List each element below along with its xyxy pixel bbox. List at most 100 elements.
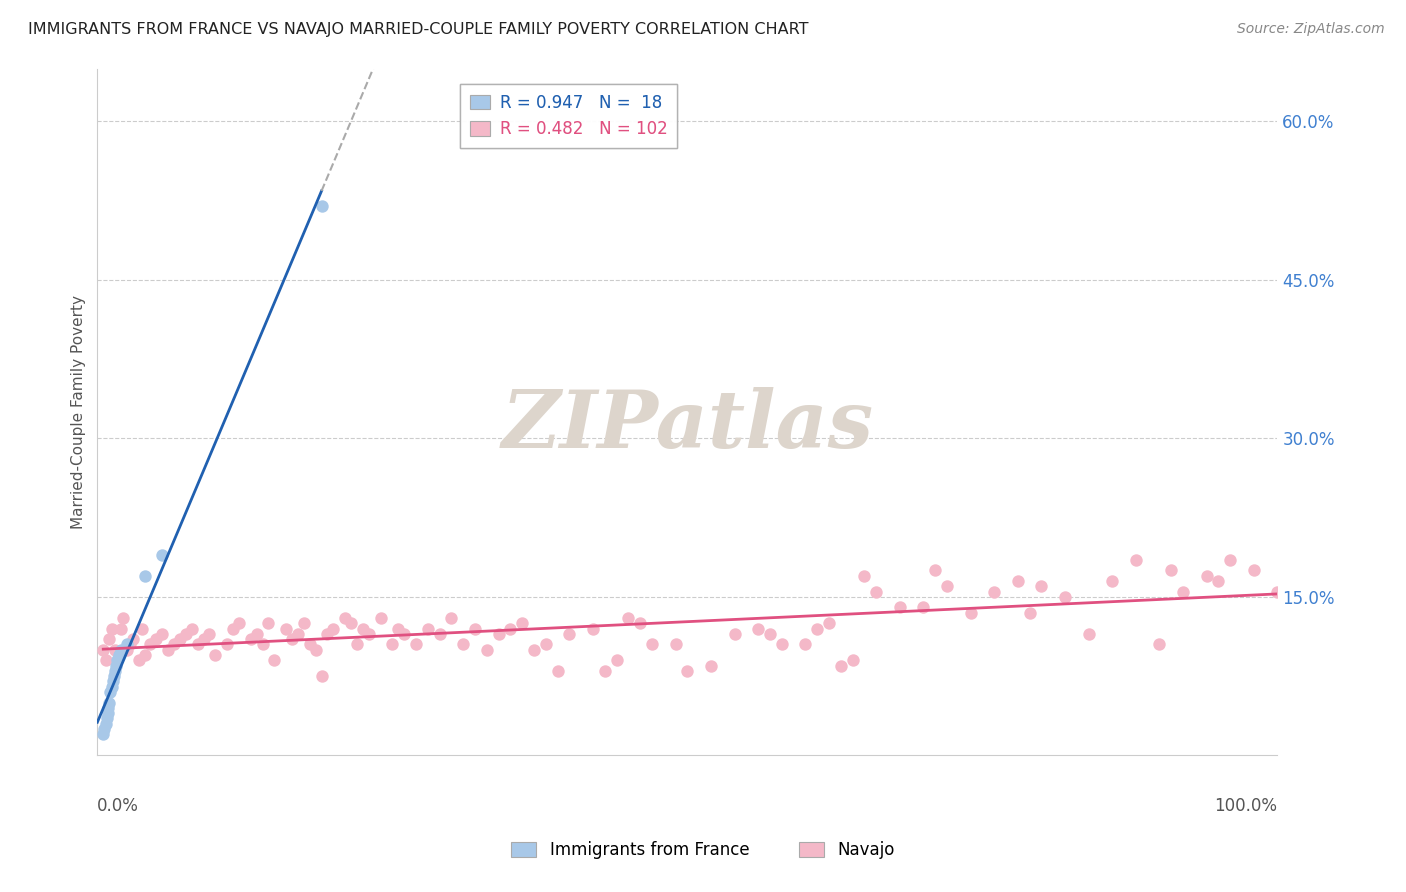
Point [759, 627, 782, 641]
Point [107, 653, 129, 667]
Point [110, 622, 132, 636]
Point [617, 611, 640, 625]
Point [387, 622, 409, 636]
Point [440, 611, 463, 625]
Point [305, 642, 328, 657]
Point [115, 637, 138, 651]
Point [818, 616, 841, 631]
Text: 100.0%: 100.0% [1215, 797, 1278, 814]
Point [157, 642, 180, 657]
Point [1053, 590, 1076, 604]
Point [582, 622, 605, 636]
Point [96, 711, 118, 725]
Point [664, 637, 686, 651]
Point [112, 611, 135, 625]
Point [104, 642, 127, 657]
Point [770, 637, 793, 651]
Point [120, 637, 142, 651]
Point [107, 648, 129, 662]
Legend: Immigrants from France, Navajo: Immigrants from France, Navajo [505, 835, 901, 866]
Y-axis label: Married-Couple Family Poverty: Married-Couple Family Poverty [72, 295, 86, 529]
Point [101, 674, 124, 689]
Point [523, 642, 546, 657]
Point [889, 600, 911, 615]
Point [1208, 574, 1230, 588]
Point [405, 637, 427, 651]
Point [464, 622, 486, 636]
Point [246, 627, 269, 641]
Point [263, 653, 285, 667]
Point [676, 664, 699, 678]
Point [924, 563, 946, 577]
Point [98, 632, 121, 646]
Point [547, 664, 569, 678]
Point [1219, 553, 1241, 567]
Text: IMMIGRANTS FROM FRANCE VS NAVAJO MARRIED-COUPLE FAMILY POVERTY CORRELATION CHART: IMMIGRANTS FROM FRANCE VS NAVAJO MARRIED… [28, 22, 808, 37]
Point [1077, 627, 1099, 641]
Point [830, 658, 852, 673]
Point [94, 653, 117, 667]
Point [139, 637, 162, 651]
Point [1125, 553, 1147, 567]
Point [641, 637, 664, 651]
Point [222, 622, 245, 636]
Point [134, 648, 156, 662]
Point [1101, 574, 1123, 588]
Point [150, 627, 173, 641]
Point [1160, 563, 1182, 577]
Point [287, 627, 309, 641]
Point [865, 584, 887, 599]
Point [169, 632, 191, 646]
Point [1267, 584, 1289, 599]
Point [1243, 563, 1265, 577]
Point [193, 632, 215, 646]
Point [93, 722, 115, 736]
Point [340, 616, 363, 631]
Point [204, 648, 226, 662]
Text: Source: ZipAtlas.com: Source: ZipAtlas.com [1237, 22, 1385, 37]
Point [1195, 568, 1218, 582]
Point [228, 616, 250, 631]
Point [107, 648, 129, 662]
Point [298, 637, 321, 651]
Point [110, 642, 132, 657]
Point [100, 622, 122, 636]
Point [163, 637, 186, 651]
Point [806, 622, 828, 636]
Point [1018, 606, 1040, 620]
Point [534, 637, 557, 651]
Point [381, 637, 404, 651]
Point [316, 627, 339, 641]
Point [451, 637, 474, 651]
Point [392, 627, 415, 641]
Point [257, 616, 280, 631]
Point [723, 627, 745, 641]
Point [510, 616, 533, 631]
Text: 0.0%: 0.0% [97, 797, 139, 814]
Point [370, 611, 392, 625]
Point [100, 680, 122, 694]
Point [131, 622, 153, 636]
Point [103, 669, 125, 683]
Point [252, 637, 274, 651]
Point [150, 548, 173, 562]
Legend: R = 0.947   N =  18, R = 0.482   N = 102: R = 0.947 N = 18, R = 0.482 N = 102 [460, 84, 678, 148]
Point [187, 637, 209, 651]
Point [1007, 574, 1029, 588]
Point [853, 568, 876, 582]
Point [98, 696, 121, 710]
Point [936, 579, 959, 593]
Point [115, 642, 138, 657]
Point [91, 642, 114, 657]
Point [322, 622, 344, 636]
Point [105, 658, 128, 673]
Point [983, 584, 1005, 599]
Point [311, 199, 333, 213]
Point [352, 622, 374, 636]
Point [145, 632, 167, 646]
Point [357, 627, 380, 641]
Point [499, 622, 522, 636]
Point [97, 706, 120, 720]
Point [606, 653, 628, 667]
Point [558, 627, 581, 641]
